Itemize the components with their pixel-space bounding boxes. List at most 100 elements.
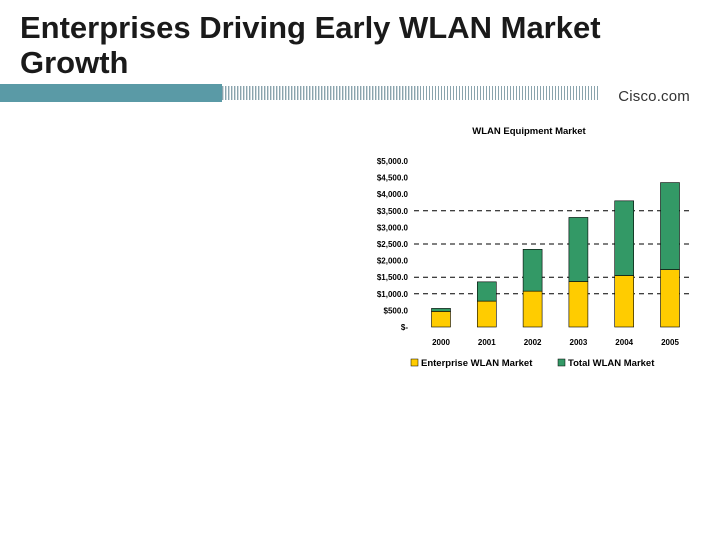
header-band-stripe: [375, 86, 377, 100]
header-band-stripe: [582, 86, 583, 100]
header-band-stripe: [522, 86, 523, 100]
bar-total: [522, 249, 543, 292]
header-band-stripe: [540, 86, 541, 100]
bar-total: [476, 281, 497, 302]
y-tick-label: $-: [401, 323, 408, 332]
header-band-stripe: [225, 86, 227, 100]
header-band-stripe: [282, 86, 284, 100]
header-band-stripe: [558, 86, 559, 100]
legend-swatch: [557, 358, 566, 367]
header-band-stripe: [591, 86, 592, 100]
header-band-stripe: [360, 86, 362, 100]
header-band-stripe: [480, 86, 481, 100]
brand-logo: Cisco.com: [618, 88, 690, 105]
legend-label: Enterprise WLAN Market: [421, 358, 533, 369]
header-band-stripe: [474, 86, 475, 100]
bar-total: [660, 182, 680, 270]
header-band-stripe: [504, 86, 505, 100]
header-band-stripe: [288, 86, 290, 100]
header-band-stripe: [450, 86, 451, 100]
header-band-stripe: [246, 86, 248, 100]
y-tick-label: $1,500.0: [377, 273, 409, 282]
header-band-stripe: [279, 86, 281, 100]
header-band-stripe: [300, 86, 302, 100]
y-tick-label: $4,500.0: [377, 174, 409, 183]
y-axis-ticks: $- $500.0 $1,000.0 $1,500.0 $2,000.0 $2,500.0…: [377, 157, 409, 332]
header-band-stripe: [273, 86, 275, 100]
header-band-stripe: [321, 86, 323, 100]
header-band-stripe: [507, 86, 508, 100]
header-band-stripe: [555, 86, 556, 100]
bar-enterprise: [660, 269, 680, 328]
x-category-label: 2000: [432, 338, 450, 347]
header-band-stripe: [411, 86, 413, 100]
header-band-stripe: [399, 86, 401, 100]
header-band-stripe: [243, 86, 245, 100]
header-band-stripe: [465, 86, 466, 100]
legend-swatch: [410, 358, 419, 367]
header-band-stripe: [417, 86, 419, 100]
header-band-stripe: [330, 86, 332, 100]
header-band-stripe: [453, 86, 454, 100]
header-band-stripe: [336, 86, 338, 100]
header-band-stripe: [528, 86, 529, 100]
header-band-stripe: [372, 86, 374, 100]
header-band-stripe: [333, 86, 335, 100]
header-band-stripe: [510, 86, 511, 100]
header-band-stripe: [378, 86, 380, 100]
header-band-stripe: [291, 86, 293, 100]
header-band-stripe: [513, 86, 514, 100]
y-tick-label: $4,000.0: [377, 190, 409, 199]
header-band-stripe: [249, 86, 251, 100]
header-band-stripe: [567, 86, 568, 100]
y-tick-label: $2,500.0: [377, 240, 409, 249]
header-band-stripe: [270, 86, 272, 100]
header-band-stripe: [414, 86, 416, 100]
x-category-label: 2001: [478, 338, 496, 347]
header-band-stripe: [546, 86, 547, 100]
header-band-stripe: [525, 86, 526, 100]
header-band-stripe: [432, 86, 433, 100]
y-tick-label: $5,000.0: [377, 157, 409, 166]
header-band-stripe: [471, 86, 472, 100]
header-band-stripe: [324, 86, 326, 100]
bar-enterprise: [522, 290, 543, 328]
bar-enterprise: [431, 311, 451, 328]
header-band-stripe: [456, 86, 457, 100]
header-band-stripe: [303, 86, 305, 100]
header-band-stripe: [573, 86, 574, 100]
header-band-stripe: [435, 86, 436, 100]
x-category-label: 2005: [661, 338, 679, 347]
header-band-stripe: [255, 86, 257, 100]
legend: Enterprise WLAN Market Total WLAN Market: [410, 358, 655, 369]
header-band-stripe: [429, 86, 430, 100]
header-band-stripe: [486, 86, 487, 100]
header-band-stripe: [363, 86, 365, 100]
chart-title: WLAN Equipment Market: [472, 126, 586, 137]
header-band-stripe: [345, 86, 347, 100]
y-tick-label: $3,500.0: [377, 207, 409, 216]
header-band-stripe: [477, 86, 478, 100]
header-band-stripe: [594, 86, 595, 100]
header-band-stripe: [516, 86, 517, 100]
header-band-stripe: [297, 86, 299, 100]
header-band-stripe: [366, 86, 368, 100]
header-band-stripe: [396, 86, 398, 100]
header-band-stripe: [234, 86, 236, 100]
header-band-stripe: [285, 86, 287, 100]
y-tick-label: $3,000.0: [377, 223, 409, 232]
header-band-stripe: [327, 86, 329, 100]
header-band-stripe: [237, 86, 239, 100]
header-band-stripe: [441, 86, 442, 100]
header-band-stripe: [393, 86, 395, 100]
header-band-stripe: [492, 86, 493, 100]
header-band-stripe: [489, 86, 490, 100]
header-band-stripe: [537, 86, 538, 100]
x-category-label: 2004: [615, 338, 633, 347]
legend-label: Total WLAN Market: [568, 358, 655, 369]
header-band-stripe: [369, 86, 371, 100]
header-band-stripe: [357, 86, 359, 100]
header-band-stripe: [294, 86, 296, 100]
x-category-label: 2003: [570, 338, 588, 347]
